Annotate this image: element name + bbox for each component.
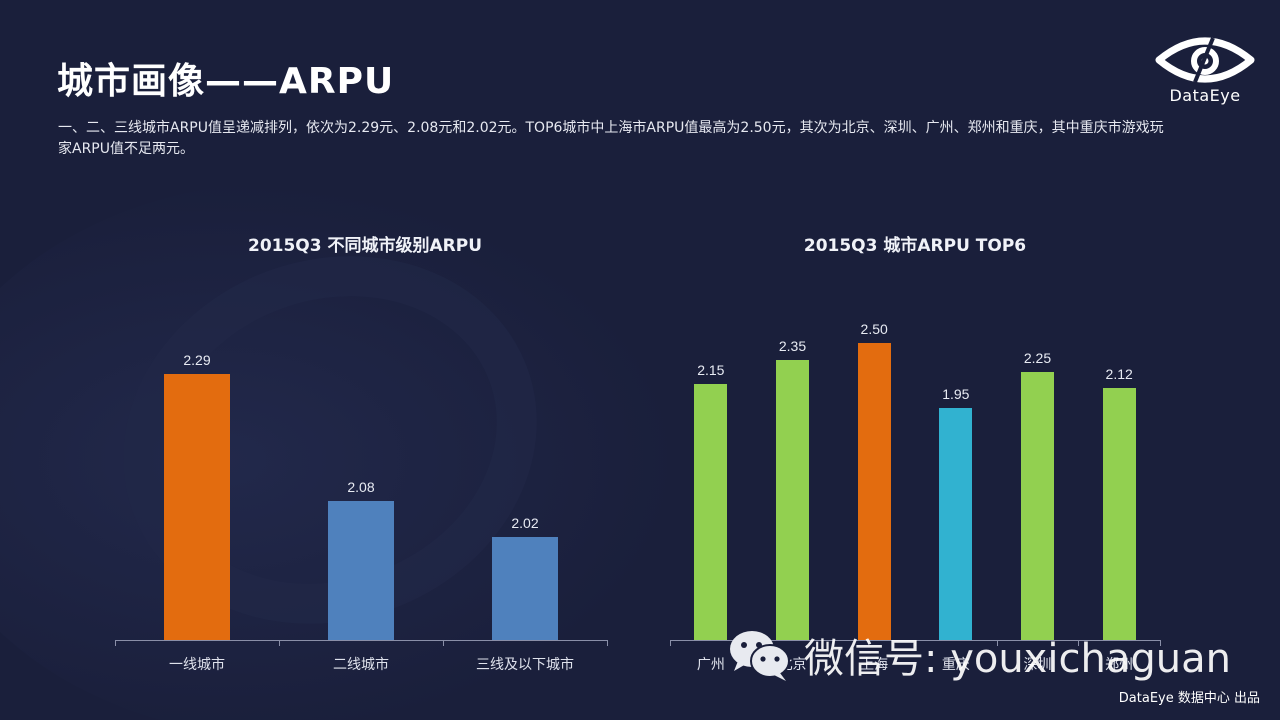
bar-value-label: 2.29 (183, 351, 211, 368)
bar-value-label: 2.25 (1023, 350, 1052, 367)
category-label: 上海 (860, 657, 889, 673)
x-axis (115, 640, 607, 641)
x-axis-tick (1078, 640, 1080, 646)
eye-icon (1155, 37, 1255, 83)
bar-value-label: 1.95 (942, 385, 970, 402)
category-label: 重庆 (941, 657, 970, 673)
bar (328, 500, 394, 640)
x-axis-tick (1160, 640, 1161, 646)
bar (939, 407, 973, 640)
bar (1021, 372, 1054, 640)
page-description: 一、二、三线城市ARPU值呈递减排列，依次为2.29元、2.08元和2.02元。… (58, 120, 1164, 157)
wechat-icon (730, 631, 790, 681)
chart-title: 2015Q3 不同城市级别ARPU (247, 236, 483, 256)
x-axis-tick (996, 640, 998, 646)
page-title: 城市画像——ARPU (57, 61, 395, 102)
category-label: 三线及以下城市 (476, 657, 574, 673)
bar (776, 360, 809, 640)
x-axis-tick (115, 640, 116, 646)
x-axis-tick (607, 640, 608, 646)
bar (1102, 387, 1136, 640)
category-label: 广州 (696, 657, 725, 673)
bar-value-label: 2.02 (511, 515, 539, 532)
category-label: 二线城市 (333, 657, 389, 673)
logo-text: DataEye (1169, 86, 1241, 105)
bar (492, 537, 558, 640)
x-axis-tick (915, 640, 916, 646)
category-label: 一线城市 (169, 657, 225, 673)
x-axis-tick (670, 640, 671, 646)
wechat-watermark: 微信号: youxichaguan (728, 625, 1231, 685)
watermark-text: 微信号: youxichaguan (804, 636, 1231, 682)
dataeye-logo: DataEye (1150, 36, 1260, 106)
bar-value-label: 2.15 (697, 362, 725, 379)
bar-value-label: 2.50 (860, 320, 888, 337)
x-axis-tick (833, 640, 835, 646)
bar-value-label: 2.35 (778, 338, 807, 355)
bar (857, 342, 891, 640)
category-label: 深圳 (1023, 657, 1052, 673)
bar-value-label: 2.08 (347, 478, 375, 495)
bar (694, 384, 728, 640)
bar (164, 373, 230, 640)
category-label: 郑州 (1105, 657, 1134, 673)
chart-title: 2015Q3 城市ARPU TOP6 (803, 236, 1027, 256)
x-axis-tick (443, 640, 444, 646)
bar-value-label: 2.12 (1105, 365, 1133, 382)
footer-credit: DataEye 数据中心 出品 (1118, 691, 1260, 706)
x-axis-tick (279, 640, 280, 646)
